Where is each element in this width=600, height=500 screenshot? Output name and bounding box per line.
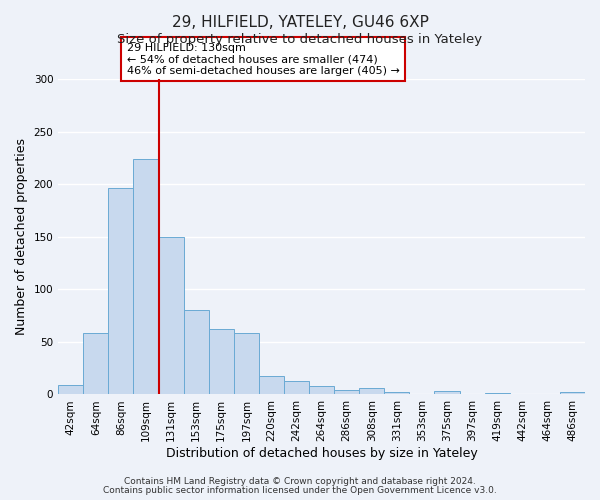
Bar — [560, 392, 585, 394]
Bar — [309, 386, 334, 394]
Text: Contains public sector information licensed under the Open Government Licence v3: Contains public sector information licen… — [103, 486, 497, 495]
Text: 29, HILFIELD, YATELEY, GU46 6XP: 29, HILFIELD, YATELEY, GU46 6XP — [172, 15, 428, 30]
Bar — [58, 385, 83, 394]
Text: Contains HM Land Registry data © Crown copyright and database right 2024.: Contains HM Land Registry data © Crown c… — [124, 477, 476, 486]
Bar — [284, 381, 309, 394]
Bar — [133, 159, 158, 394]
Bar — [184, 310, 209, 394]
Bar — [434, 392, 460, 394]
Text: Size of property relative to detached houses in Yateley: Size of property relative to detached ho… — [118, 32, 482, 46]
Bar — [83, 334, 109, 394]
Bar — [259, 376, 284, 394]
Text: 29 HILFIELD: 130sqm
← 54% of detached houses are smaller (474)
46% of semi-detac: 29 HILFIELD: 130sqm ← 54% of detached ho… — [127, 42, 400, 76]
Bar — [109, 188, 133, 394]
Bar — [385, 392, 409, 394]
Bar — [158, 236, 184, 394]
X-axis label: Distribution of detached houses by size in Yateley: Distribution of detached houses by size … — [166, 447, 478, 460]
Bar — [209, 330, 234, 394]
Bar — [334, 390, 359, 394]
Bar — [359, 388, 385, 394]
Y-axis label: Number of detached properties: Number of detached properties — [15, 138, 28, 335]
Bar — [234, 334, 259, 394]
